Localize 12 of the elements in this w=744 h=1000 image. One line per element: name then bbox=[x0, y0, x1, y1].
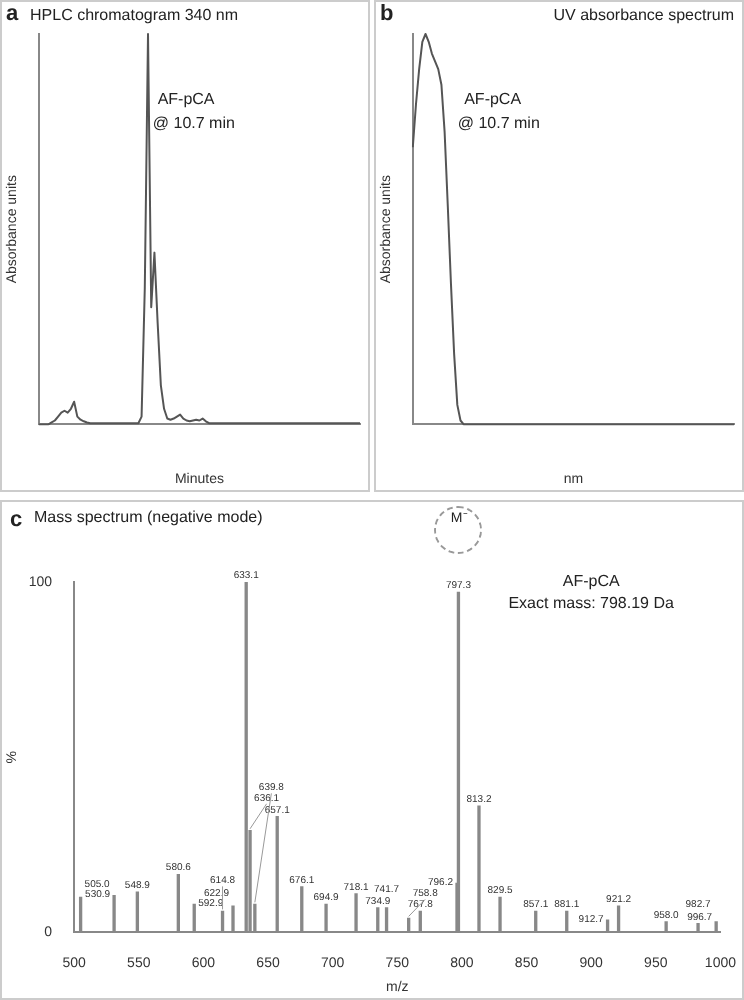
annotation: AF-pCA bbox=[464, 90, 522, 109]
annotation: @ 10.7 min bbox=[457, 113, 540, 132]
annotation: Exact mass: 798.19 Da bbox=[508, 594, 674, 612]
annotation: AF-pCA bbox=[157, 90, 215, 109]
annotation: @ 10.7 min bbox=[152, 113, 235, 132]
text: a bbox=[6, 2, 19, 26]
text: c bbox=[10, 508, 23, 532]
annotation: AF-pCA bbox=[562, 572, 620, 591]
chart-title: HPLC chromatogram 340 nm bbox=[30, 6, 239, 24]
chart-title: Mass spectrum (negative mode) bbox=[34, 508, 263, 526]
chart-title: UV absorbance spectrum bbox=[553, 6, 734, 24]
text: b bbox=[380, 2, 394, 26]
